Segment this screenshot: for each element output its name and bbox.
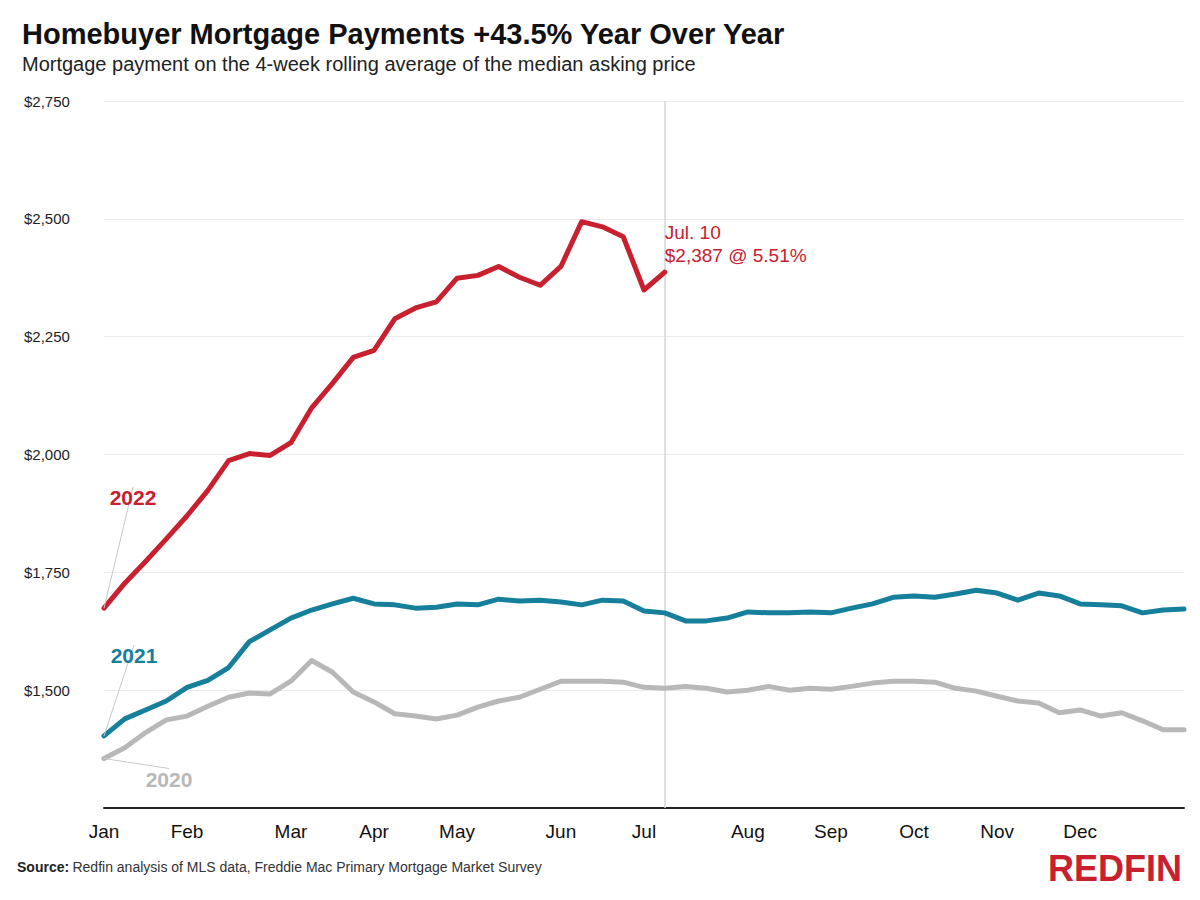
svg-text:Redfin analysis of MLS data, F: Redfin analysis of MLS data, Freddie Mac… bbox=[72, 859, 541, 875]
svg-text:Mortgage payment on the 4-week: Mortgage payment on the 4-week rolling a… bbox=[22, 53, 696, 75]
svg-text:May: May bbox=[439, 821, 475, 842]
svg-text:$2,250: $2,250 bbox=[24, 328, 70, 345]
svg-text:Sep: Sep bbox=[814, 821, 848, 842]
svg-text:Source:: Source: bbox=[17, 859, 69, 875]
svg-text:Oct: Oct bbox=[899, 821, 929, 842]
svg-text:Jun: Jun bbox=[546, 821, 577, 842]
svg-text:$2,000: $2,000 bbox=[24, 446, 70, 463]
svg-text:Apr: Apr bbox=[359, 821, 389, 842]
svg-text:$1,500: $1,500 bbox=[24, 682, 70, 699]
svg-text:$2,500: $2,500 bbox=[24, 210, 70, 227]
svg-text:$2,750: $2,750 bbox=[24, 93, 70, 110]
svg-text:Jul. 10: Jul. 10 bbox=[665, 222, 721, 243]
svg-text:2022: 2022 bbox=[110, 486, 157, 509]
svg-text:2020: 2020 bbox=[146, 768, 193, 791]
svg-text:Nov: Nov bbox=[980, 821, 1014, 842]
svg-text:$1,750: $1,750 bbox=[24, 564, 70, 581]
svg-text:Jan: Jan bbox=[89, 821, 120, 842]
svg-text:Feb: Feb bbox=[171, 821, 204, 842]
svg-text:Dec: Dec bbox=[1063, 821, 1097, 842]
svg-text:Aug: Aug bbox=[731, 821, 765, 842]
svg-text:Homebuyer Mortgage Payments +4: Homebuyer Mortgage Payments +43.5% Year … bbox=[22, 18, 784, 50]
svg-text:$2,387 @ 5.51%: $2,387 @ 5.51% bbox=[665, 245, 807, 266]
svg-text:REDFIN: REDFIN bbox=[1048, 848, 1182, 889]
svg-text:Mar: Mar bbox=[275, 821, 308, 842]
svg-text:2021: 2021 bbox=[111, 644, 158, 667]
svg-text:Jul: Jul bbox=[632, 821, 656, 842]
